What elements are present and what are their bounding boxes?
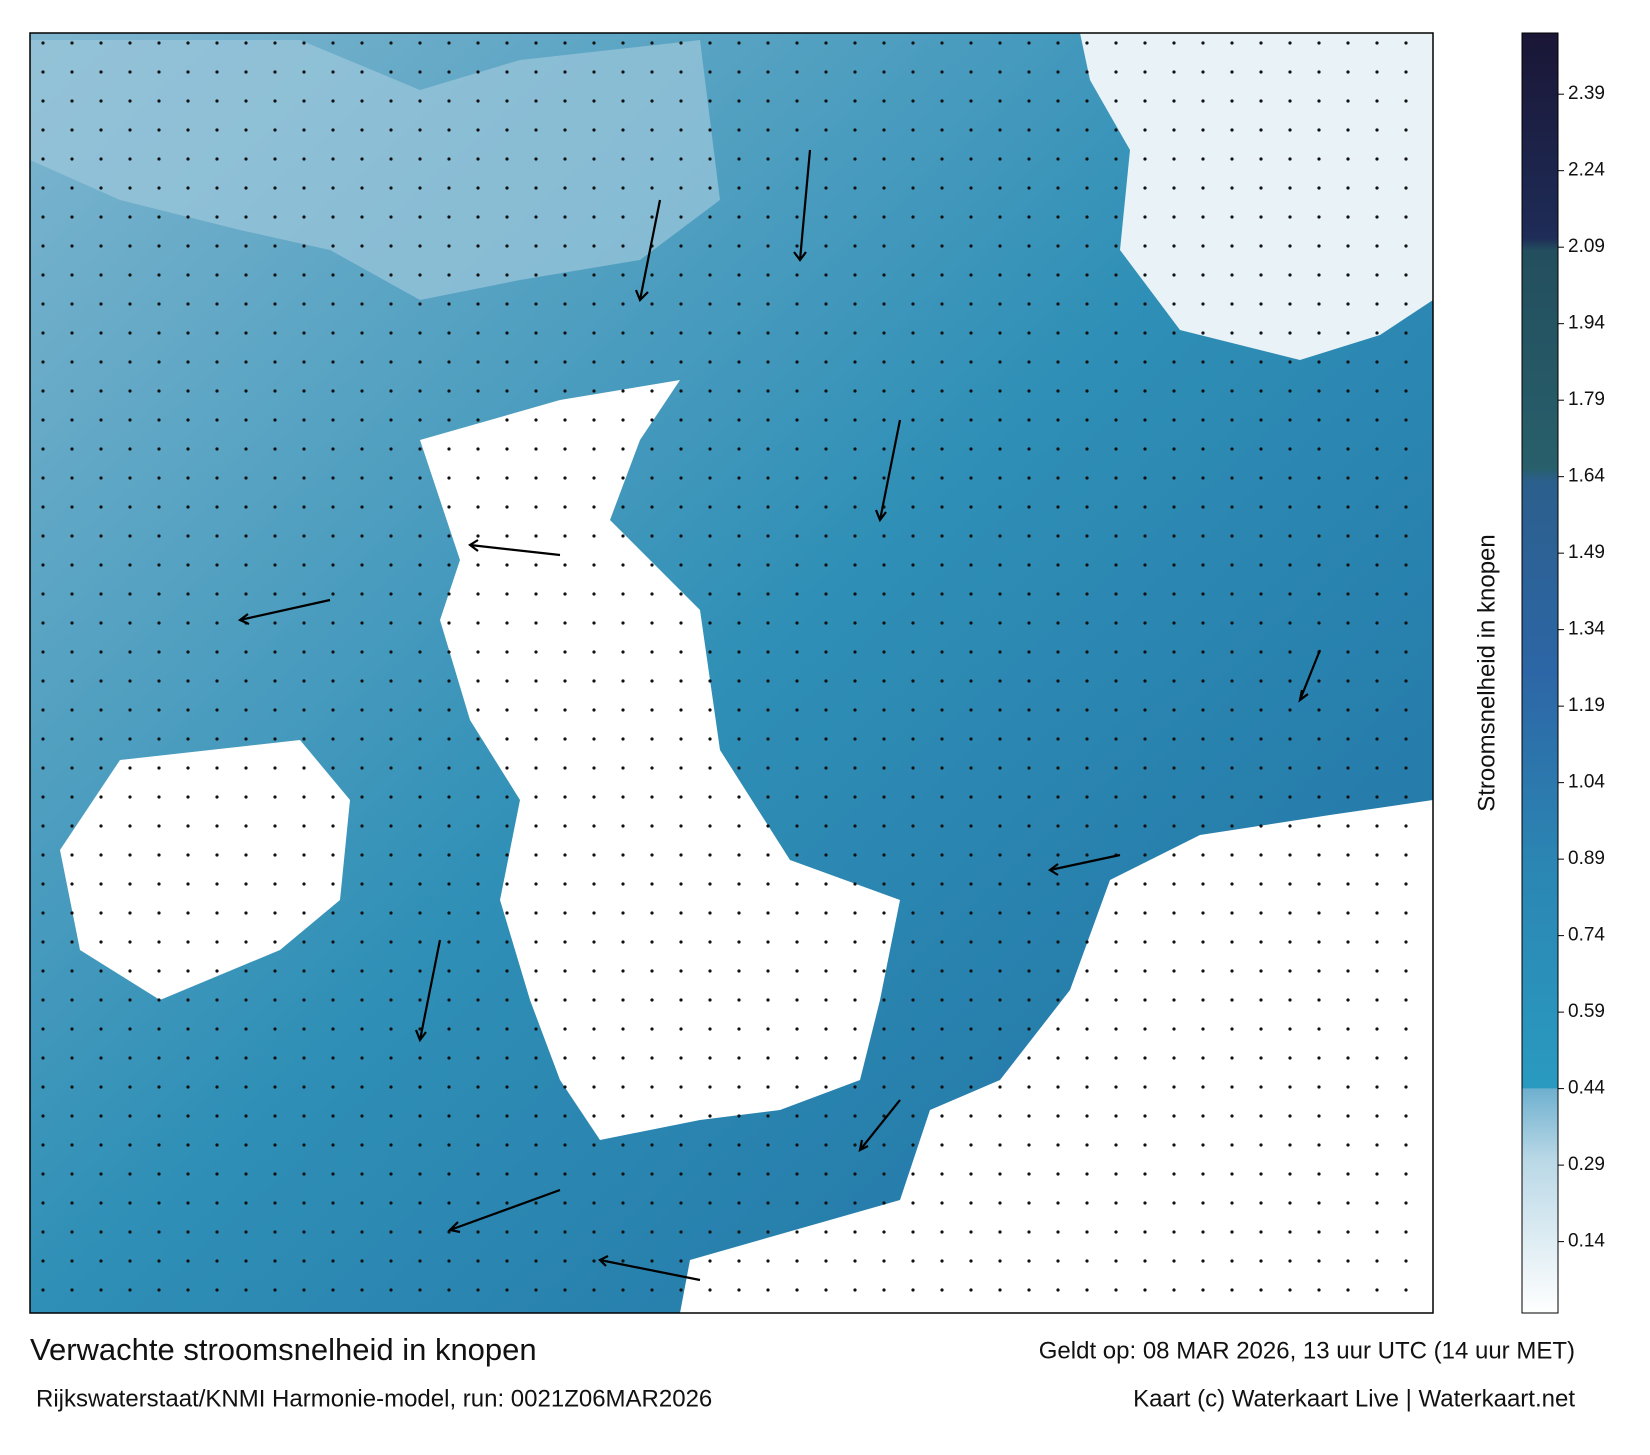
colorbar-label: Stroomsnelheid in knopen [1473, 534, 1500, 812]
colorbar-tick-label: 1.79 [1568, 389, 1605, 410]
model-run: Rijkswaterstaat/KNMI Harmonie-model, run… [36, 1385, 712, 1412]
colorbar-tick-label: 1.19 [1568, 695, 1605, 716]
credit: Kaart (c) Waterkaart Live | Waterkaart.n… [1133, 1385, 1575, 1412]
vector-grid [30, 33, 1433, 1313]
colorbar-tick-label: 2.24 [1568, 160, 1605, 181]
colorbar [1521, 32, 1559, 1314]
colorbar-tick-label: 0.44 [1568, 1078, 1605, 1099]
colorbar-tick-label: 0.74 [1568, 925, 1605, 946]
colorbar-tick-label: 2.39 [1568, 83, 1605, 104]
colorbar-tick-label: 1.04 [1568, 772, 1605, 793]
map-frame [29, 32, 1434, 1314]
title: Verwachte stroomsnelheid in knopen [30, 1332, 537, 1367]
colorbar-tick-label: 0.89 [1568, 848, 1605, 869]
map [30, 33, 1433, 1313]
colorbar-tick-label: 1.64 [1568, 466, 1605, 487]
current-arrows [237, 149, 1322, 1282]
colorbar-tick-label: 1.94 [1568, 313, 1605, 334]
colorbar-tick-label: 1.49 [1568, 542, 1605, 563]
colorbar-tick-label: 0.14 [1568, 1231, 1605, 1252]
colorbar-tick-label: 2.09 [1568, 236, 1605, 257]
colorbar-tick-label: 0.59 [1568, 1001, 1605, 1022]
colorbar-tick-label: 0.29 [1568, 1154, 1605, 1175]
valid-time: Geldt op: 08 MAR 2026, 13 uur UTC (14 uu… [1039, 1337, 1575, 1364]
colorbar-tick-label: 1.34 [1568, 619, 1605, 640]
